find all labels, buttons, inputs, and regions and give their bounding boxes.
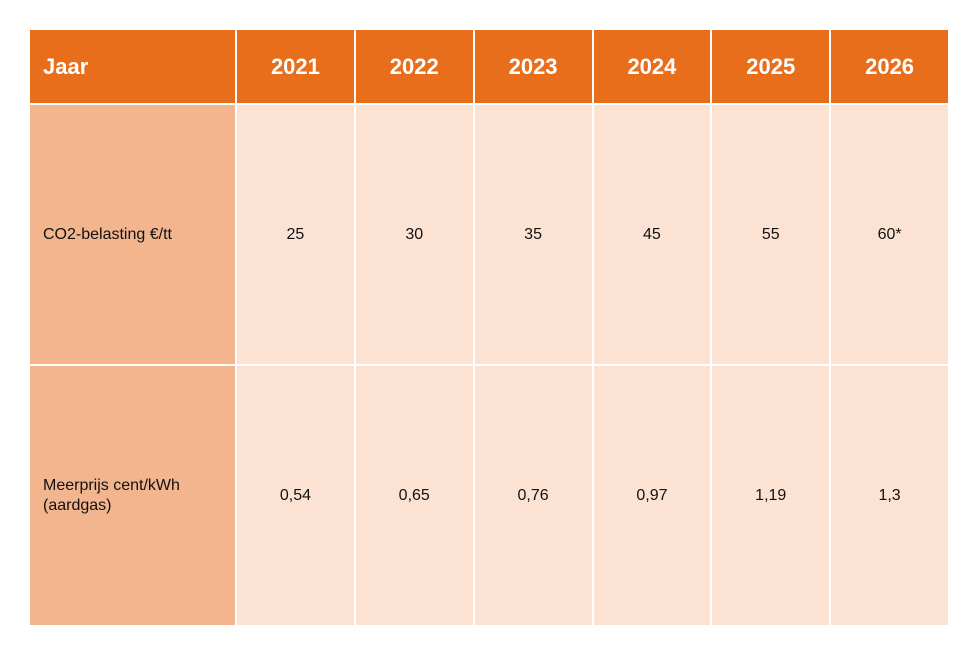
table-cell: 55	[712, 105, 830, 364]
row-label-text: CO2-belasting €/tt	[43, 225, 172, 243]
table-cell: 35	[474, 105, 592, 364]
table-cell: 45	[593, 105, 711, 364]
table-cell: 25	[237, 105, 354, 364]
table-cell: 1,19	[712, 366, 830, 625]
table-cell: 0,54	[237, 366, 354, 625]
table-cell: 0,65	[355, 366, 473, 625]
table-cell: 30	[355, 105, 473, 364]
header-cell-2025: 2025	[712, 30, 830, 103]
table-cell: 0,97	[593, 366, 711, 625]
row-label-text: Meerprijs cent/kWh (aardgas)	[43, 476, 180, 514]
row-label-meerprijs: Meerprijs cent/kWh (aardgas)	[30, 366, 235, 625]
table-cell: 60*	[831, 105, 948, 364]
table-cell: 1,3	[831, 366, 948, 625]
price-table: Jaar 2021 2022 2023 2024 2025 2026 CO2-b…	[30, 30, 948, 625]
header-cell-jaar: Jaar	[30, 30, 235, 103]
header-cell-2021: 2021	[237, 30, 354, 103]
header-cell-2026: 2026	[831, 30, 948, 103]
header-cell-2023: 2023	[474, 30, 592, 103]
header-cell-2024: 2024	[593, 30, 711, 103]
table-cell: 0,76	[474, 366, 592, 625]
row-label-co2-belasting: CO2-belasting €/tt	[30, 105, 235, 364]
header-cell-2022: 2022	[355, 30, 473, 103]
